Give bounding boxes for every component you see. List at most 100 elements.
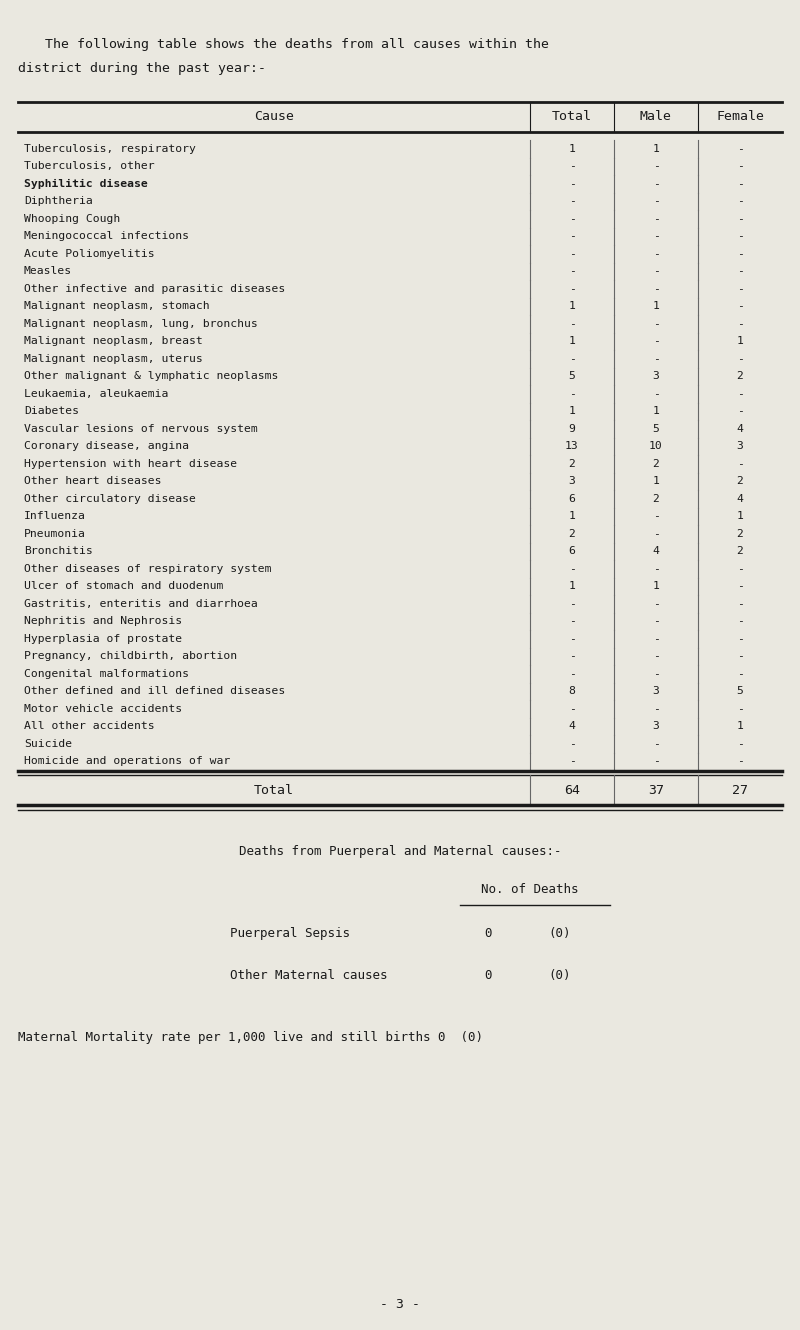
Text: Influenza: Influenza xyxy=(24,511,86,521)
Text: 4: 4 xyxy=(737,424,743,434)
Text: Other heart diseases: Other heart diseases xyxy=(24,476,162,487)
Text: -: - xyxy=(737,598,743,609)
Text: Other circulatory disease: Other circulatory disease xyxy=(24,493,196,504)
Text: -: - xyxy=(569,214,575,223)
Text: 5: 5 xyxy=(653,424,659,434)
Text: 1: 1 xyxy=(569,406,575,416)
Text: -: - xyxy=(569,738,575,749)
Text: -: - xyxy=(569,704,575,714)
Text: 64: 64 xyxy=(564,783,580,797)
Text: -: - xyxy=(569,598,575,609)
Text: -: - xyxy=(737,459,743,468)
Text: 4: 4 xyxy=(569,721,575,732)
Text: -: - xyxy=(653,283,659,294)
Text: 1: 1 xyxy=(737,511,743,521)
Text: -: - xyxy=(737,704,743,714)
Text: Motor vehicle accidents: Motor vehicle accidents xyxy=(24,704,182,714)
Text: -: - xyxy=(653,319,659,329)
Text: Syphilitic disease: Syphilitic disease xyxy=(24,178,148,189)
Text: -: - xyxy=(653,616,659,626)
Text: -: - xyxy=(569,283,575,294)
Text: 0: 0 xyxy=(484,970,492,982)
Text: -: - xyxy=(569,652,575,661)
Text: (0): (0) xyxy=(549,970,571,982)
Text: Malignant neoplasm, breast: Malignant neoplasm, breast xyxy=(24,336,202,346)
Text: Other diseases of respiratory system: Other diseases of respiratory system xyxy=(24,564,271,573)
Text: -: - xyxy=(569,388,575,399)
Text: -: - xyxy=(653,354,659,363)
Text: Malignant neoplasm, uterus: Malignant neoplasm, uterus xyxy=(24,354,202,363)
Text: -: - xyxy=(737,669,743,678)
Text: Diphtheria: Diphtheria xyxy=(24,197,93,206)
Text: -: - xyxy=(653,336,659,346)
Text: 1: 1 xyxy=(653,302,659,311)
Text: Meningococcal infections: Meningococcal infections xyxy=(24,231,189,241)
Text: 1: 1 xyxy=(737,336,743,346)
Text: 3: 3 xyxy=(737,442,743,451)
Text: -: - xyxy=(569,249,575,259)
Text: Hyperplasia of prostate: Hyperplasia of prostate xyxy=(24,634,182,644)
Text: -: - xyxy=(569,354,575,363)
Text: 5: 5 xyxy=(569,371,575,382)
Text: 3: 3 xyxy=(653,721,659,732)
Text: -: - xyxy=(569,231,575,241)
Text: Whooping Cough: Whooping Cough xyxy=(24,214,120,223)
Text: Pneumonia: Pneumonia xyxy=(24,529,86,539)
Text: -: - xyxy=(737,231,743,241)
Text: -: - xyxy=(737,144,743,154)
Text: Cause: Cause xyxy=(254,110,294,124)
Text: Hypertension with heart disease: Hypertension with heart disease xyxy=(24,459,237,468)
Text: 5: 5 xyxy=(737,686,743,696)
Text: 27: 27 xyxy=(732,783,748,797)
Text: 1: 1 xyxy=(653,476,659,487)
Text: 1: 1 xyxy=(569,581,575,592)
Text: -: - xyxy=(653,511,659,521)
Text: 4: 4 xyxy=(737,493,743,504)
Text: -: - xyxy=(569,161,575,172)
Text: -: - xyxy=(737,319,743,329)
Text: -: - xyxy=(737,581,743,592)
Text: 1: 1 xyxy=(653,581,659,592)
Text: 1: 1 xyxy=(653,144,659,154)
Text: 2: 2 xyxy=(569,459,575,468)
Text: 2: 2 xyxy=(653,459,659,468)
Text: -: - xyxy=(737,757,743,766)
Text: 3: 3 xyxy=(653,686,659,696)
Text: 3: 3 xyxy=(569,476,575,487)
Text: Total: Total xyxy=(552,110,592,124)
Text: -: - xyxy=(737,354,743,363)
Text: Other defined and ill defined diseases: Other defined and ill defined diseases xyxy=(24,686,286,696)
Text: Male: Male xyxy=(640,110,672,124)
Text: Female: Female xyxy=(716,110,764,124)
Text: 2: 2 xyxy=(737,529,743,539)
Text: -: - xyxy=(653,757,659,766)
Text: 1: 1 xyxy=(569,511,575,521)
Text: 2: 2 xyxy=(569,529,575,539)
Text: -: - xyxy=(569,197,575,206)
Text: -: - xyxy=(653,634,659,644)
Text: 2: 2 xyxy=(653,493,659,504)
Text: -: - xyxy=(653,161,659,172)
Text: -: - xyxy=(653,669,659,678)
Text: 9: 9 xyxy=(569,424,575,434)
Text: Suicide: Suicide xyxy=(24,738,72,749)
Text: -: - xyxy=(569,634,575,644)
Text: 3: 3 xyxy=(653,371,659,382)
Text: -: - xyxy=(653,704,659,714)
Text: Deaths from Puerperal and Maternal causes:-: Deaths from Puerperal and Maternal cause… xyxy=(238,845,562,858)
Text: Total: Total xyxy=(254,783,294,797)
Text: 37: 37 xyxy=(648,783,664,797)
Text: -: - xyxy=(737,178,743,189)
Text: 2: 2 xyxy=(737,547,743,556)
Text: 13: 13 xyxy=(565,442,579,451)
Text: Other malignant & lymphatic neoplasms: Other malignant & lymphatic neoplasms xyxy=(24,371,278,382)
Text: -: - xyxy=(737,214,743,223)
Text: 2: 2 xyxy=(737,476,743,487)
Text: Vascular lesions of nervous system: Vascular lesions of nervous system xyxy=(24,424,258,434)
Text: -: - xyxy=(653,214,659,223)
Text: -: - xyxy=(737,634,743,644)
Text: -: - xyxy=(569,266,575,277)
Text: 8: 8 xyxy=(569,686,575,696)
Text: -: - xyxy=(737,283,743,294)
Text: -: - xyxy=(653,738,659,749)
